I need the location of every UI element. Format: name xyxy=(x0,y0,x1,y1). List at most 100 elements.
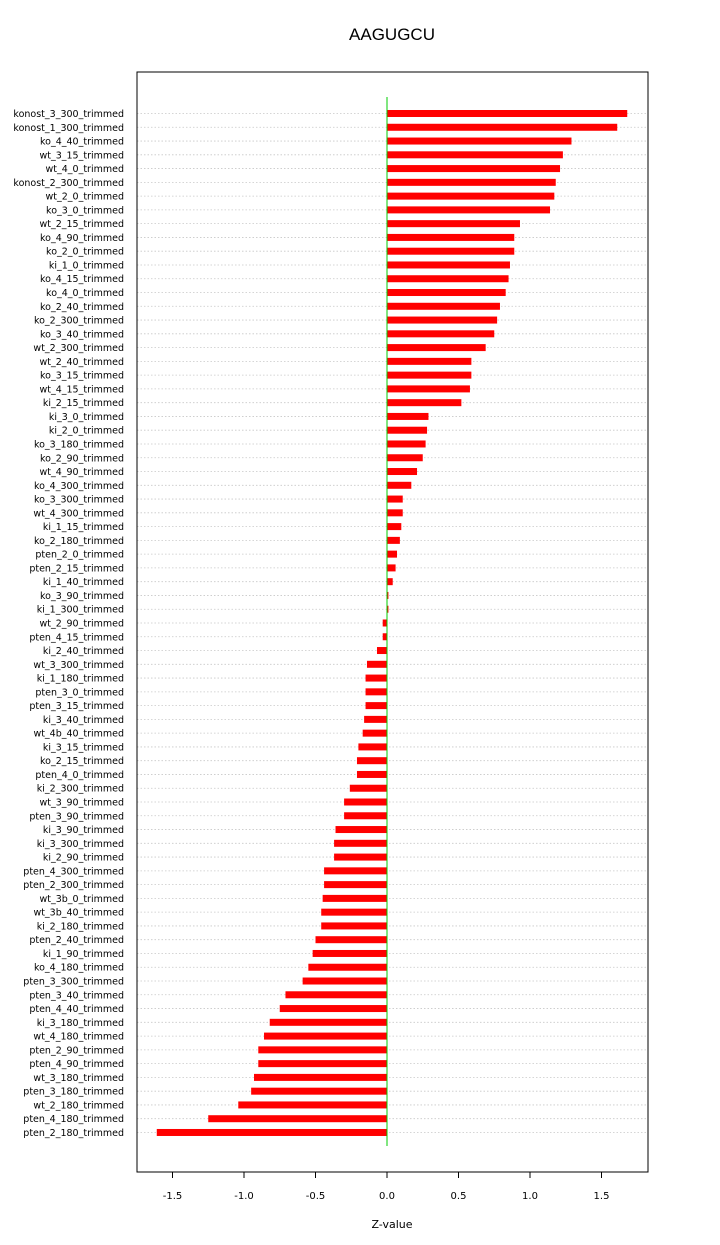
bar-wt_2_15_trimmed xyxy=(387,220,520,228)
y-tick-label: pten_2_90_trimmed xyxy=(29,1045,124,1056)
x-tick-label: 0.0 xyxy=(379,1191,395,1202)
bar-pten_2_180_trimmed xyxy=(156,1128,387,1136)
bar-ki_3_90_trimmed xyxy=(335,826,387,834)
bar-ko_4_180_trimmed xyxy=(308,963,387,971)
bar-ki_2_15_trimmed xyxy=(387,399,462,407)
chart-title: AAGUGCU xyxy=(349,25,435,44)
y-tick-label: pten_3_180_trimmed xyxy=(23,1087,124,1098)
y-tick-label: ki_3_180_trimmed xyxy=(37,1018,124,1029)
y-axis-labels: konost_3_300_trimmed konost_1_300_trimmed… xyxy=(13,109,124,1139)
bar-ki_2_0_trimmed xyxy=(387,426,428,434)
y-tick-label: ko_2_90_trimmed xyxy=(40,453,124,464)
y-tick-label: ki_2_15_trimmed xyxy=(43,398,124,409)
bar-ko_3_300_trimmed xyxy=(387,495,403,503)
bar-pten_3_90_trimmed xyxy=(344,812,387,820)
bar-pten_4_180_trimmed xyxy=(208,1115,387,1123)
bar-pten_4_90_trimmed xyxy=(258,1060,387,1068)
bar-ko_2_90_trimmed xyxy=(387,454,423,462)
y-tick-label: ko_4_90_trimmed xyxy=(40,233,124,244)
bars xyxy=(156,110,628,1136)
y-tick-label: ki_1_15_trimmed xyxy=(43,522,124,533)
bar-pten_4_40_trimmed xyxy=(279,1005,387,1013)
y-tick-label: pten_3_0_trimmed xyxy=(35,687,124,698)
bar-pten_3_0_trimmed xyxy=(365,688,387,696)
y-tick-label: ko_3_15_trimmed xyxy=(40,371,124,382)
y-tick-label: ki_1_180_trimmed xyxy=(37,674,124,685)
y-tick-label: pten_4_300_trimmed xyxy=(23,866,124,877)
y-tick-label: ki_1_40_trimmed xyxy=(43,577,124,588)
bar-pten_3_300_trimmed xyxy=(302,977,387,985)
bar-wt_4_15_trimmed xyxy=(387,385,470,393)
x-tick-label: 0.5 xyxy=(451,1191,467,1202)
bar-ki_2_90_trimmed xyxy=(334,853,387,861)
y-tick-label: pten_3_90_trimmed xyxy=(29,811,124,822)
bar-ko_2_180_trimmed xyxy=(387,536,400,544)
y-tick-label: ki_3_90_trimmed xyxy=(43,825,124,836)
y-tick-label: ki_3_300_trimmed xyxy=(37,839,124,850)
y-tick-label: pten_4_180_trimmed xyxy=(23,1114,124,1125)
y-tick-label: wt_4_180_trimmed xyxy=(33,1032,124,1043)
y-tick-label: wt_4_300_trimmed xyxy=(33,508,124,519)
y-tick-label: pten_3_40_trimmed xyxy=(29,990,124,1001)
bar-ki_3_300_trimmed xyxy=(334,839,387,847)
x-axis-label: Z-value xyxy=(371,1218,412,1231)
bar-pten_3_40_trimmed xyxy=(285,991,387,999)
y-tick-label: ki_2_300_trimmed xyxy=(37,784,124,795)
bar-wt_3_180_trimmed xyxy=(254,1073,387,1081)
y-tick-label: ko_4_40_trimmed xyxy=(40,137,124,148)
y-tick-label: wt_2_0_trimmed xyxy=(46,192,125,203)
y-tick-label: konost_3_300_trimmed xyxy=(13,109,124,120)
y-tick-label: pten_2_40_trimmed xyxy=(29,935,124,946)
y-tick-label: wt_3_180_trimmed xyxy=(33,1073,124,1084)
bar-konost_1_300_trimmed xyxy=(387,123,618,131)
y-tick-label: ko_2_300_trimmed xyxy=(34,316,124,327)
bar-pten_2_300_trimmed xyxy=(324,881,387,889)
y-tick-label: pten_4_90_trimmed xyxy=(29,1059,124,1070)
bar-pten_4_15_trimmed xyxy=(382,633,387,641)
bar-wt_3_90_trimmed xyxy=(344,798,387,806)
bar-ko_4_300_trimmed xyxy=(387,481,412,489)
bar-ki_1_15_trimmed xyxy=(387,523,402,531)
bar-wt_2_90_trimmed xyxy=(382,619,387,627)
y-tick-label: wt_3_90_trimmed xyxy=(39,798,124,809)
y-tick-label: ki_1_300_trimmed xyxy=(37,605,124,616)
bar-ki_2_300_trimmed xyxy=(349,784,387,792)
y-tick-label: wt_2_90_trimmed xyxy=(39,618,124,629)
bar-pten_2_40_trimmed xyxy=(315,936,387,944)
bar-ki_3_40_trimmed xyxy=(364,715,387,723)
bar-ki_1_0_trimmed xyxy=(387,261,510,269)
bar-konost_2_300_trimmed xyxy=(387,178,556,186)
y-tick-label: ki_2_0_trimmed xyxy=(49,426,124,437)
y-tick-label: ko_2_180_trimmed xyxy=(34,536,124,547)
y-tick-label: wt_3b_0_trimmed xyxy=(39,894,124,905)
y-tick-label: wt_4_0_trimmed xyxy=(46,164,125,175)
bar-ki_1_40_trimmed xyxy=(387,578,393,586)
y-tick-label: ki_3_40_trimmed xyxy=(43,715,124,726)
bar-pten_2_0_trimmed xyxy=(387,550,398,558)
y-tick-label: pten_3_15_trimmed xyxy=(29,701,124,712)
bar-ki_2_180_trimmed xyxy=(321,922,387,930)
y-tick-label: wt_3_300_trimmed xyxy=(33,660,124,671)
x-tick-label: -0.5 xyxy=(306,1191,326,1202)
y-tick-label: wt_4_15_trimmed xyxy=(39,384,124,395)
bar-wt_2_300_trimmed xyxy=(387,344,486,352)
bar-wt_4_90_trimmed xyxy=(387,468,418,476)
y-tick-label: ko_2_40_trimmed xyxy=(40,302,124,313)
x-tick-label: 1.5 xyxy=(594,1191,610,1202)
y-tick-label: ko_4_0_trimmed xyxy=(46,288,124,299)
y-tick-label: ki_3_0_trimmed xyxy=(49,412,124,423)
y-tick-label: konost_2_300_trimmed xyxy=(13,178,124,189)
y-tick-label: konost_1_300_trimmed xyxy=(13,123,124,134)
bar-ko_4_40_trimmed xyxy=(387,137,572,145)
y-tick-label: wt_2_15_trimmed xyxy=(39,219,124,230)
bar-wt_3_15_trimmed xyxy=(387,151,563,159)
bar-wt_3_300_trimmed xyxy=(366,660,387,668)
bar-pten_4_300_trimmed xyxy=(324,867,387,875)
bar-ko_4_15_trimmed xyxy=(387,275,509,283)
bar-ki_3_180_trimmed xyxy=(269,1018,387,1026)
bar-ki_1_300_trimmed xyxy=(387,605,389,613)
y-tick-label: pten_2_15_trimmed xyxy=(29,563,124,574)
bar-ko_4_0_trimmed xyxy=(387,289,506,297)
y-tick-label: wt_4b_40_trimmed xyxy=(33,729,124,740)
